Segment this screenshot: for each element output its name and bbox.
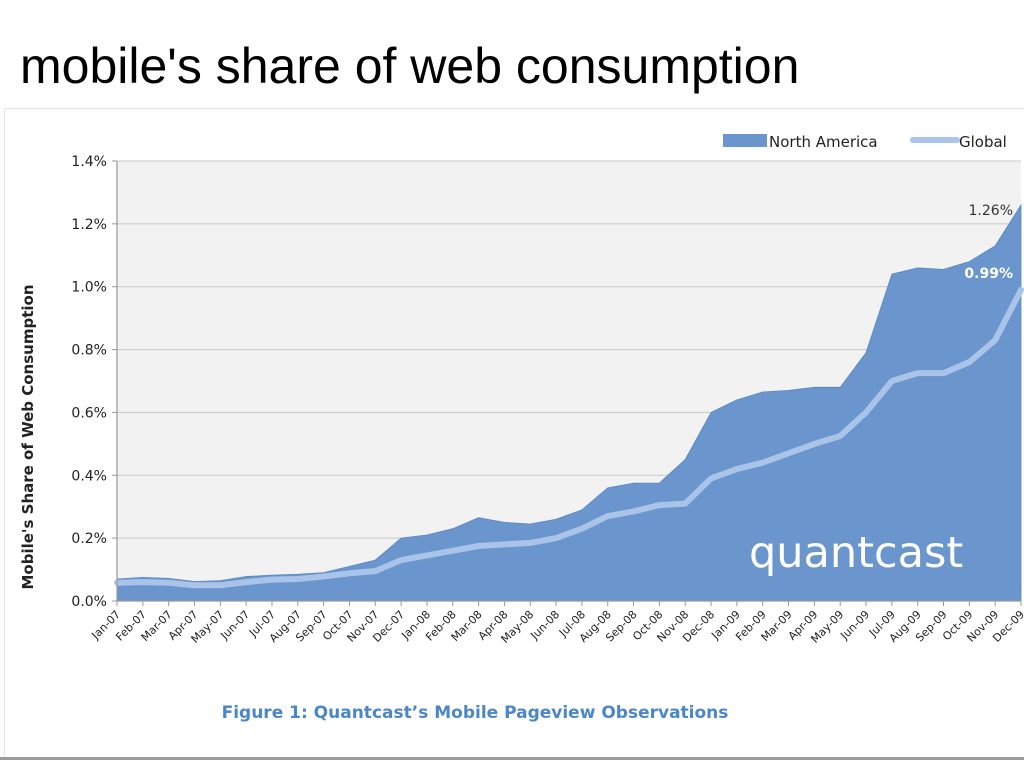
quantcast-watermark: quantcast [749, 528, 963, 578]
y-tick-label: 1.4% [71, 154, 107, 170]
legend-swatch-north-america [723, 134, 767, 147]
bottom-rule [0, 757, 1024, 760]
x-tick-label: Jun-08 [527, 608, 562, 643]
y-tick-label: 0.2% [71, 531, 107, 547]
series-line-global [114, 286, 1024, 589]
y-axis-title: Mobile's Share of Web Consumption [19, 284, 37, 589]
x-tick-label: Jun-07 [218, 608, 253, 643]
y-axis-ticks: 0.0% 0.2% 0.4% 0.6% 0.8% 1.0% 1.2% 1.4% [71, 154, 117, 610]
y-tick-label: 1.2% [71, 217, 107, 233]
chart-figure: 0.0% 0.2% 0.4% 0.6% 0.8% 1.0% 1.2% 1.4% Jan-07 F… [4, 108, 1024, 757]
legend: North America Global [723, 133, 1007, 151]
gridlines [117, 160, 1021, 539]
legend-label-north-america: North America [769, 133, 878, 151]
series-layer [114, 203, 1024, 602]
y-tick-label: 1.0% [71, 280, 107, 296]
slide-title: mobile's share of web consumption [20, 38, 800, 94]
x-tick-label: Jun-09 [837, 608, 872, 643]
y-tick-label: 0.8% [71, 343, 107, 359]
annotation-global-last: 0.99% [964, 266, 1013, 282]
y-tick-label: 0.0% [71, 594, 107, 610]
y-tick-label: 0.6% [71, 405, 107, 421]
area-chart: 0.0% 0.2% 0.4% 0.6% 0.8% 1.0% 1.2% 1.4% Jan-07F… [19, 133, 1024, 646]
annotations: 1.26% 0.99% [964, 203, 1013, 282]
x-axis-ticks: Jan-07Feb-07Mar-07Apr-07May-07Jun-07Jul-… [89, 601, 1024, 646]
series-area-north-america [116, 203, 1022, 602]
legend-label-global: Global [959, 133, 1007, 151]
figure-caption: Figure 1: Quantcast’s Mobile Pageview Ob… [221, 703, 729, 723]
annotation-north-america-last: 1.26% [969, 203, 1013, 219]
y-tick-label: 0.4% [71, 468, 107, 484]
